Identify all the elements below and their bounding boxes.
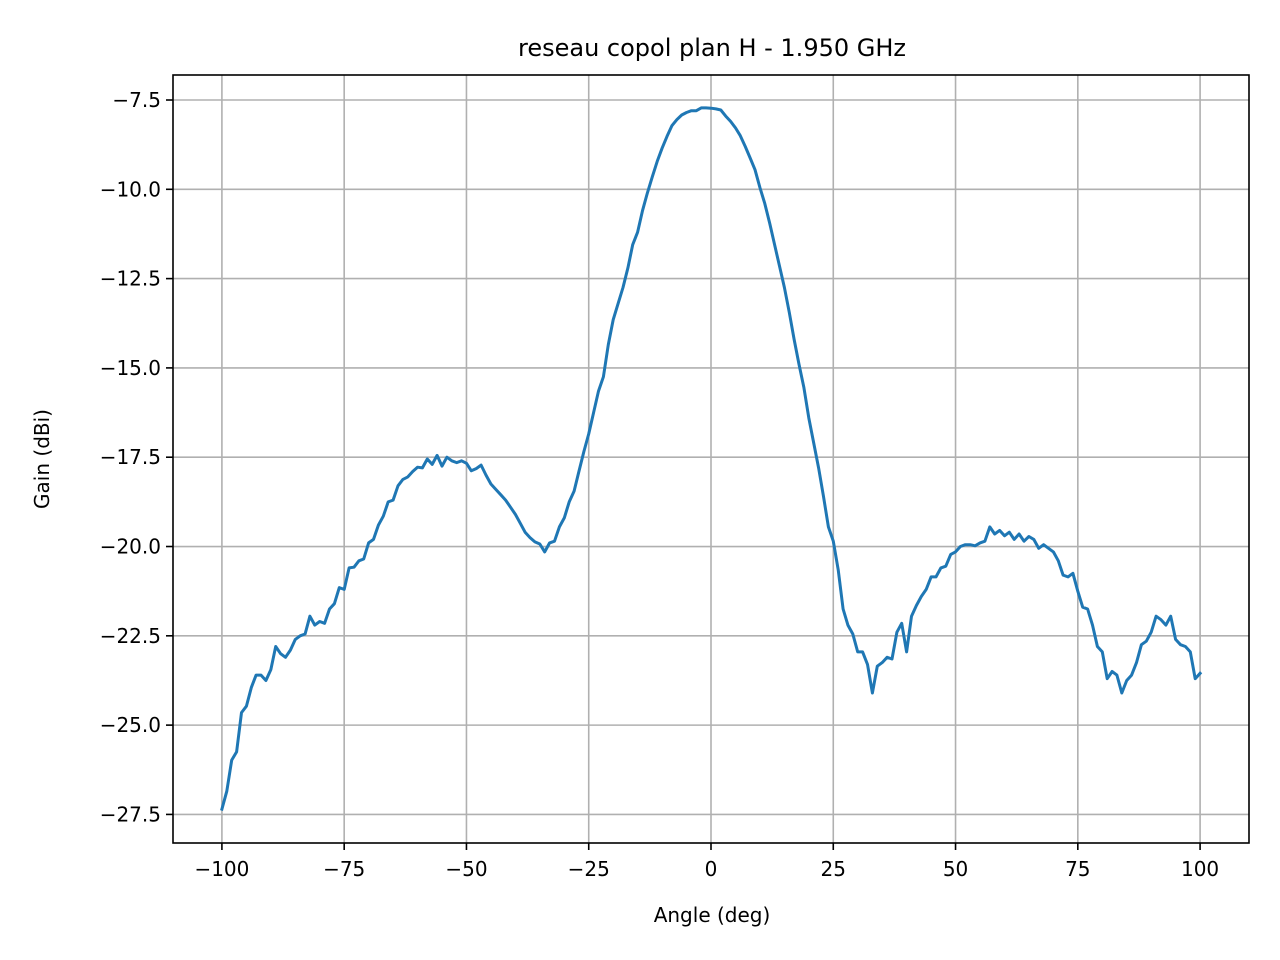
x-tick-label: 100 xyxy=(1181,857,1219,881)
y-tick-label: −27.5 xyxy=(100,802,161,826)
gain-series-line xyxy=(220,106,1203,811)
y-tick-label: −25.0 xyxy=(100,713,161,737)
x-tick-label: −75 xyxy=(323,857,365,881)
x-tick-label: 25 xyxy=(821,857,846,881)
x-tick-label: −100 xyxy=(194,857,249,881)
x-tick-label: 0 xyxy=(705,857,718,881)
chart-title: reseau copol plan H - 1.950 GHz xyxy=(518,34,906,62)
y-tick-label: −7.5 xyxy=(112,88,161,112)
x-tick-label: 50 xyxy=(943,857,968,881)
y-tick-label: −20.0 xyxy=(100,535,161,559)
x-axis: −100 −75 −50 −25 0 25 50 75 100 xyxy=(194,843,1219,881)
y-axis-label: Gain (dBi) xyxy=(30,409,54,509)
plot-area xyxy=(220,106,1203,811)
x-axis-label: Angle (deg) xyxy=(654,903,771,927)
y-axis: −27.5 −25.0 −22.5 −20.0 −17.5 −15.0 −12.5 −10.0… xyxy=(100,88,173,826)
x-tick-label: 75 xyxy=(1065,857,1090,881)
y-tick-label: −15.0 xyxy=(100,356,161,380)
y-tick-label: −10.0 xyxy=(100,177,161,201)
x-tick-label: −25 xyxy=(568,857,610,881)
grid xyxy=(173,75,1249,843)
x-tick-label: −50 xyxy=(445,857,487,881)
y-tick-label: −22.5 xyxy=(100,624,161,648)
y-tick-label: −12.5 xyxy=(100,267,161,291)
y-tick-label: −17.5 xyxy=(100,445,161,469)
